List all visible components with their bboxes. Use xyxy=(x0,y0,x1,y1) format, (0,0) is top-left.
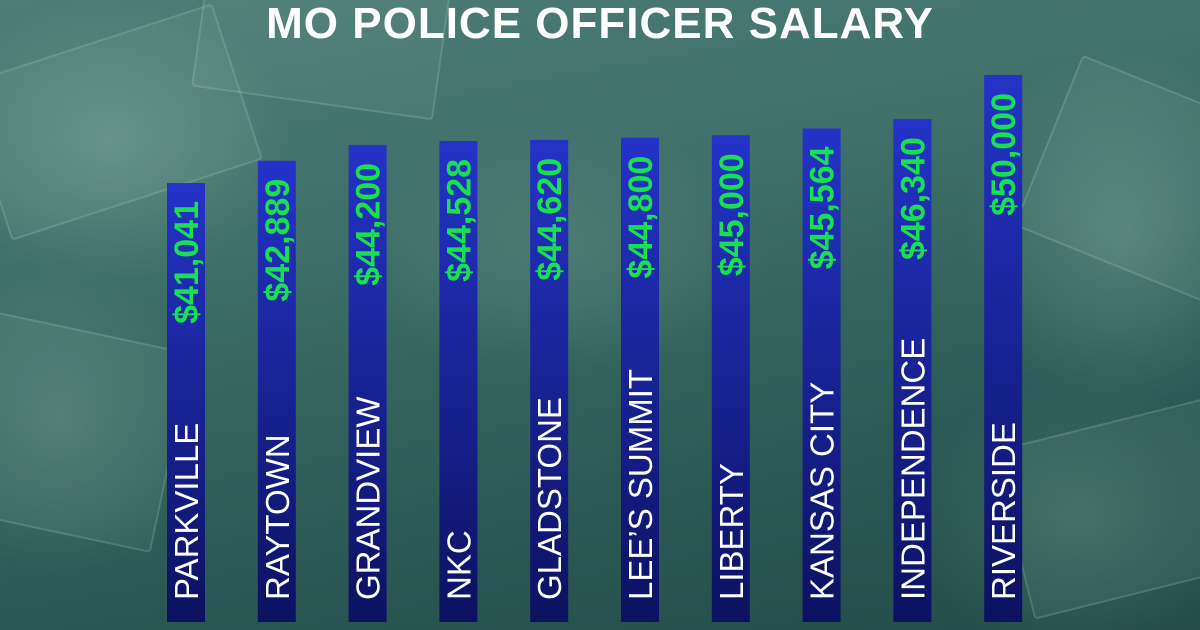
value-label: $41,041 xyxy=(168,201,206,324)
value-label: $45,564 xyxy=(804,146,842,269)
value-label: $44,528 xyxy=(440,159,478,282)
bar-nkc xyxy=(439,140,478,622)
chart-title: MO POLICE OFFICER SALARY xyxy=(266,0,934,48)
bar-riverside xyxy=(984,75,1023,622)
bar-raytown xyxy=(257,160,296,622)
value-label: $50,000 xyxy=(985,93,1023,216)
value-label: $42,889 xyxy=(259,179,297,302)
category-label: GLADSTONE xyxy=(531,397,568,600)
bar-independence xyxy=(893,119,932,622)
category-label: PARKVILLE xyxy=(168,423,205,600)
category-label: LIBERTY xyxy=(713,463,750,600)
value-label: $44,800 xyxy=(622,156,660,279)
value-label: $45,000 xyxy=(713,153,751,276)
bar-gladstone xyxy=(530,139,569,622)
category-label: RIVERSIDE xyxy=(985,422,1022,600)
category-label: RAYTOWN xyxy=(259,434,296,600)
category-label: LEE’S SUMMIT xyxy=(622,369,659,600)
category-label: KANSAS CITY xyxy=(804,382,841,600)
bar-grandview xyxy=(348,144,387,622)
category-label: INDEPENDENCE xyxy=(894,338,931,600)
category-label: NKC xyxy=(440,530,477,600)
bar-kansas-city xyxy=(802,128,841,622)
value-label: $44,620 xyxy=(531,158,569,281)
value-label: $46,340 xyxy=(894,137,932,260)
value-label: $44,200 xyxy=(350,163,388,286)
bar-lee-s-summit xyxy=(621,137,659,623)
category-label: GRANDVIEW xyxy=(350,396,387,600)
bar-liberty xyxy=(711,135,750,622)
bar-parkville xyxy=(167,183,205,622)
